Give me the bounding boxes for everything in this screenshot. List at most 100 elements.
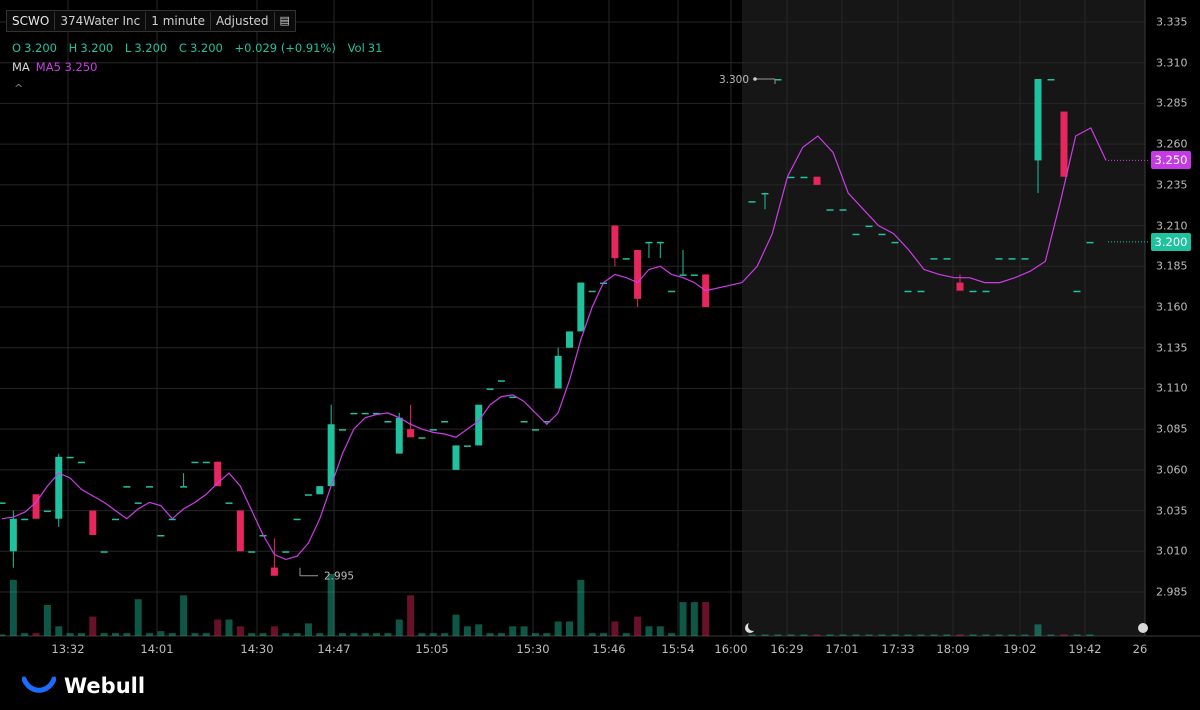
volume-bar bbox=[813, 634, 821, 636]
volume-bar bbox=[486, 633, 494, 636]
symbol-ticker[interactable]: SCWO bbox=[7, 12, 56, 30]
price-tick-label: 3.160 bbox=[1156, 300, 1188, 314]
candle bbox=[690, 274, 698, 276]
extended-hours-region bbox=[742, 0, 1145, 636]
ext-candle bbox=[1073, 290, 1081, 293]
candle bbox=[21, 518, 29, 521]
candle bbox=[554, 355, 562, 389]
candle bbox=[0, 502, 6, 504]
candle bbox=[407, 429, 415, 438]
candle bbox=[55, 456, 63, 519]
volume-bar bbox=[588, 633, 596, 636]
ext-candle bbox=[930, 258, 938, 260]
volume-bar bbox=[1073, 634, 1081, 636]
low-label: L bbox=[124, 41, 132, 55]
volume-bar bbox=[904, 634, 912, 636]
candle bbox=[622, 258, 630, 260]
candle bbox=[248, 551, 256, 553]
volume-bar bbox=[350, 633, 358, 636]
time-tick-label: 17:33 bbox=[881, 642, 915, 656]
candle bbox=[43, 510, 51, 513]
volume-bar bbox=[236, 626, 244, 636]
price-tick-label: 3.085 bbox=[1156, 422, 1188, 436]
candle bbox=[191, 461, 199, 464]
price-tick-label: 3.035 bbox=[1156, 504, 1188, 518]
price-tick-label: 3.060 bbox=[1156, 463, 1188, 477]
candle bbox=[180, 486, 188, 488]
price-tick-label: 3.185 bbox=[1156, 259, 1188, 273]
candle bbox=[214, 461, 222, 487]
candle bbox=[339, 429, 346, 431]
volume-bar bbox=[304, 623, 312, 636]
volume-bar bbox=[634, 616, 642, 636]
volume-bar bbox=[509, 626, 517, 636]
ma5-line bbox=[1, 127, 1107, 561]
price-tick-label: 3.260 bbox=[1156, 137, 1188, 151]
brand-name: Webull bbox=[64, 674, 146, 698]
volume-bar bbox=[520, 626, 528, 636]
volume-bar bbox=[270, 626, 278, 636]
candle bbox=[577, 282, 585, 332]
candle bbox=[656, 241, 664, 244]
volume-bar bbox=[839, 634, 847, 636]
moon-icon-cut bbox=[748, 621, 758, 631]
candle bbox=[225, 502, 233, 504]
volume-bar bbox=[577, 579, 585, 636]
candle bbox=[316, 486, 324, 495]
adjusted-toggle[interactable]: Adjusted bbox=[211, 12, 275, 30]
price-tick-label: 3.010 bbox=[1156, 544, 1188, 558]
open-value: 3.200 bbox=[24, 41, 57, 55]
high-value: 3.200 bbox=[80, 41, 114, 55]
volume-bar bbox=[969, 634, 977, 636]
ext-candle bbox=[878, 233, 886, 236]
settings-menu-icon[interactable]: ▤ bbox=[279, 14, 290, 27]
webull-logo: Webull bbox=[22, 674, 145, 698]
volume-bar bbox=[327, 574, 335, 636]
candle bbox=[350, 412, 358, 415]
volume-label: Vol bbox=[347, 41, 365, 55]
candle bbox=[486, 388, 494, 390]
volume-bar bbox=[225, 619, 233, 636]
collapse-caret-icon[interactable]: ^ bbox=[14, 82, 24, 95]
volume-bar bbox=[395, 619, 403, 636]
volume-bar bbox=[656, 626, 664, 636]
price-tick-label: 3.285 bbox=[1156, 96, 1188, 110]
candle bbox=[452, 445, 460, 470]
ext-candle bbox=[839, 209, 847, 211]
time-tick-label: 14:47 bbox=[317, 642, 351, 656]
volume-bar bbox=[826, 634, 834, 636]
candle bbox=[146, 486, 154, 488]
volume-bar bbox=[441, 633, 449, 636]
sun-icon bbox=[1138, 623, 1148, 633]
volume-bar bbox=[679, 602, 687, 636]
candle bbox=[32, 494, 40, 519]
ma5-value: MA5 3.250 bbox=[35, 60, 98, 74]
candle bbox=[645, 241, 653, 244]
volume-bar bbox=[774, 634, 782, 636]
candle bbox=[418, 437, 426, 439]
low-value: 3.200 bbox=[134, 41, 168, 55]
interval-selector[interactable]: 1 minute bbox=[146, 12, 212, 30]
candle bbox=[77, 461, 85, 464]
volume-bar bbox=[748, 634, 756, 636]
volume-bar bbox=[645, 626, 653, 636]
time-tick-label: 16:29 bbox=[770, 642, 804, 656]
candle bbox=[531, 429, 539, 431]
symbol-header: SCWO 374Water Inc 1 minute Adjusted ▤ bbox=[6, 10, 296, 32]
candle bbox=[89, 510, 97, 535]
volume-bar bbox=[339, 633, 346, 636]
ma-readout[interactable]: MA MA5 3.250 bbox=[12, 60, 97, 74]
ext-candle bbox=[1047, 79, 1055, 81]
time-tick-label: 19:42 bbox=[1068, 642, 1102, 656]
volume-bar bbox=[497, 633, 505, 636]
ext-candle bbox=[969, 290, 977, 293]
candle bbox=[634, 250, 642, 299]
volume-bar bbox=[622, 633, 630, 636]
volume-bar bbox=[475, 624, 483, 636]
time-tick-label: 15:54 bbox=[661, 642, 695, 656]
candle bbox=[66, 456, 74, 459]
candle bbox=[463, 445, 471, 447]
candlestick-chart[interactable]: 3.300 2.995 bbox=[0, 0, 1200, 660]
ext-candle bbox=[826, 209, 834, 211]
ext-candle bbox=[748, 201, 756, 203]
